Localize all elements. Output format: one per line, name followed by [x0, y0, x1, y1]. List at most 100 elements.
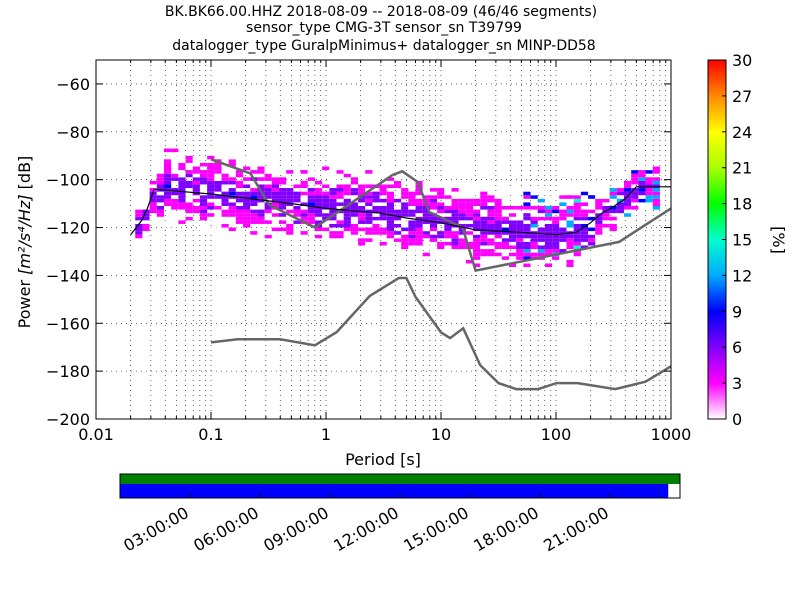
heatmap-cell — [386, 234, 394, 239]
heatmap-cell — [516, 234, 524, 239]
heatmap-cell — [422, 188, 430, 192]
heatmap-cell — [465, 259, 474, 264]
heatmap-cell — [393, 184, 402, 189]
heatmap-cell — [638, 180, 646, 185]
heatmap-cell — [250, 184, 258, 189]
heatmap-cell — [408, 191, 416, 196]
heatmap-cell — [286, 227, 294, 232]
heatmap-cell — [638, 191, 646, 196]
heatmap-cell — [559, 209, 567, 214]
heatmap-cell — [178, 202, 186, 206]
heatmap-cell — [501, 188, 509, 192]
heatmap-cell — [314, 213, 323, 217]
availability-bar — [120, 474, 680, 484]
heatmap-cell — [264, 155, 272, 160]
heatmap-cell — [343, 227, 351, 232]
heatmap-cell — [372, 234, 380, 239]
heatmap-cell — [365, 195, 373, 199]
heatmap-cell — [494, 259, 502, 264]
heatmap-cell — [487, 216, 495, 221]
heatmap-cell — [379, 191, 387, 196]
heatmap-cell — [552, 202, 560, 206]
heatmap-cell — [199, 195, 208, 199]
heatmap-cell — [480, 216, 488, 221]
heatmap-cell — [415, 216, 423, 221]
heatmap-cell — [307, 191, 315, 196]
heatmap-cell — [358, 191, 366, 196]
heatmap-cell — [501, 198, 509, 203]
heatmap-cell — [530, 216, 538, 221]
heatmap-cell — [523, 249, 531, 253]
heatmap-cell — [465, 227, 474, 232]
heatmap-cell — [307, 209, 315, 214]
heatmap-cell — [580, 238, 589, 242]
heatmap-cell — [559, 238, 567, 242]
heatmap-cell — [171, 170, 179, 174]
heatmap-cell — [393, 209, 402, 214]
y-tick-label: −120 — [46, 219, 90, 238]
heatmap-cell — [552, 256, 560, 260]
heatmap-cell — [566, 216, 574, 221]
heatmap-cell — [480, 191, 488, 196]
heatmap-cell — [422, 195, 430, 199]
heatmap-cell — [616, 198, 624, 203]
heatmap-cell — [401, 173, 409, 178]
heatmap-cell — [544, 238, 553, 242]
heatmap-cell — [451, 213, 459, 217]
heatmap-cell — [286, 198, 294, 203]
heatmap-cell — [645, 202, 653, 206]
heatmap-cell — [271, 209, 279, 214]
heatmap-cell — [178, 159, 186, 163]
heatmap-cell — [494, 238, 502, 242]
heatmap-cell — [271, 227, 279, 232]
heatmap-cell — [573, 259, 581, 264]
heatmap-cell — [358, 198, 366, 203]
heatmap-cell — [408, 238, 416, 242]
heatmap-cell — [271, 198, 279, 203]
heatmap-cell — [588, 195, 596, 199]
x-axis-label: Period [s] — [345, 450, 421, 469]
heatmap-cell — [429, 177, 438, 181]
heatmap-cell — [623, 184, 632, 189]
heatmap-cell — [221, 177, 229, 181]
heatmap-cell — [444, 195, 452, 199]
heatmap-cell — [365, 202, 373, 206]
heatmap-cell — [372, 173, 380, 178]
heatmap-cell — [336, 238, 344, 242]
heatmap-cell — [480, 227, 488, 232]
heatmap-cell — [530, 223, 538, 228]
heatmap-cell — [544, 245, 553, 250]
colorbar-tick-label: 24 — [732, 123, 752, 142]
heatmap-cell — [278, 213, 287, 217]
heatmap-cell — [135, 227, 143, 232]
heatmap-cell — [429, 245, 438, 250]
heatmap-cell — [516, 245, 524, 250]
heatmap-cell — [393, 180, 402, 185]
heatmap-cell — [573, 209, 581, 214]
heatmap-cell — [199, 216, 208, 221]
heatmap-cell — [343, 184, 351, 189]
heatmap-cell — [178, 191, 186, 196]
heatmap-cell — [214, 220, 222, 224]
heatmap-cell — [300, 209, 308, 214]
heatmap-cell — [573, 241, 581, 246]
heatmap-cell — [243, 195, 251, 199]
heatmap-cell — [530, 205, 538, 210]
heatmap-cell — [142, 227, 150, 232]
heatmap-cell — [142, 231, 150, 235]
heatmap-cell — [185, 209, 193, 214]
heatmap-cell — [494, 209, 502, 214]
heatmap-cell — [429, 195, 438, 199]
heatmap-cell — [516, 223, 524, 228]
heatmap-cell — [458, 234, 466, 239]
heatmap-cell — [271, 202, 279, 206]
heatmap-cell — [314, 209, 323, 214]
y-axis-label-units: [m²/s⁴/Hz] — [15, 194, 34, 274]
heatmap-cell — [336, 188, 344, 192]
heatmap-cell — [228, 209, 236, 214]
heatmap-cell — [322, 216, 330, 221]
heatmap-cell — [588, 205, 596, 210]
heatmap-cell — [516, 213, 524, 217]
heatmap-cell — [300, 216, 308, 221]
heatmap-cell — [250, 195, 258, 199]
